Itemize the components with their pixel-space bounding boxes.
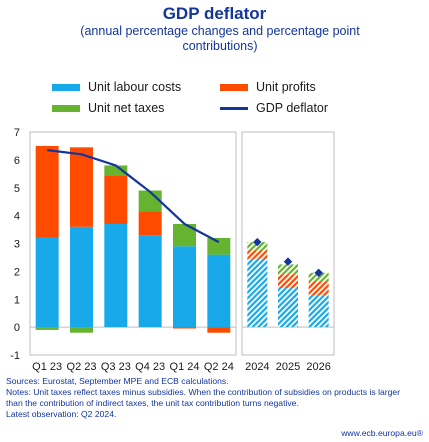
y-tick-label: 2	[14, 266, 20, 278]
legend-item-gdp-deflator: GDP deflator	[220, 101, 328, 115]
bar-segment-unit-profits	[104, 175, 128, 224]
y-tick-label: 5	[14, 183, 20, 195]
y-tick-label: 7	[14, 127, 20, 139]
bar-segment-unit-net-taxes	[138, 190, 162, 212]
gdp-deflator-marker	[253, 237, 262, 247]
x-tick-label: Q1 23	[32, 361, 62, 373]
source-url: www.ecb.europa.eu®	[341, 428, 423, 438]
bar-segment-unit-labour-costs	[173, 246, 196, 328]
bar-segment-unit-profits	[247, 250, 268, 259]
bar-segment-unit-net-taxes	[104, 165, 128, 176]
y-tick-label: 4	[14, 211, 20, 223]
bar-segment-unit-labour-costs	[308, 295, 329, 328]
chart-title: GDP deflator	[162, 4, 267, 23]
y-tick-label: 6	[14, 155, 20, 167]
x-tick-label: Q1 24	[170, 361, 200, 373]
chart-plot: -1 0 1 2 3 4 5 6 7 Q1 23 Q2 23 Q3 23 Q4 23 Q1 24 Q2 24…	[10, 127, 335, 373]
y-tick-label: 1	[14, 294, 20, 306]
latest-observation-note: Latest observation: Q2 2024.	[6, 409, 117, 419]
bar-segment-unit-profits	[35, 145, 59, 238]
bar-segment-unit-net-taxes	[70, 327, 93, 333]
bar-segment-unit-net-taxes	[35, 327, 59, 330]
panel-frame-1	[29, 131, 237, 356]
bar-segment-unit-labour-costs	[247, 258, 268, 328]
legend-label-unit-labour-costs: Unit labour costs	[88, 80, 182, 94]
bar-segment-unit-profits	[173, 327, 196, 329]
x-tick-label: Q4 23	[135, 361, 165, 373]
x-tick-label: Q2 23	[67, 361, 97, 373]
y-tick-label: 0	[14, 322, 20, 334]
y-tick-label: 3	[14, 239, 20, 251]
legend-swatch-unit-labour-costs	[52, 83, 80, 91]
x-tick-label: Q2 24	[204, 361, 234, 373]
legend-item-unit-labour-costs: Unit labour costs	[52, 80, 181, 94]
x-tick-label: 2025	[276, 361, 300, 373]
bar-segment-unit-labour-costs	[104, 223, 128, 328]
legend-label-unit-profits: Unit profits	[256, 80, 316, 94]
bar-segment-unit-labour-costs	[207, 254, 231, 328]
bar-segment-unit-profits	[70, 147, 93, 227]
y-tick-label: -1	[10, 350, 20, 362]
legend-label-gdp-deflator: GDP deflator	[256, 101, 329, 115]
legend-line-gdp-deflator	[220, 106, 248, 110]
gdp-deflator-marker	[283, 257, 293, 266]
panel-frame-2	[241, 131, 335, 356]
bar-segment-unit-labour-costs	[70, 226, 93, 328]
bar-segment-unit-profits	[278, 274, 298, 289]
gdp-deflator-line	[47, 149, 220, 244]
legend-item-unit-profits: Unit profits	[220, 80, 316, 94]
bar-segment-unit-profits	[138, 211, 162, 236]
gdp-deflator-marker	[314, 268, 323, 277]
bar-segment-unit-net-taxes	[207, 237, 231, 255]
bar-segment-unit-labour-costs	[35, 237, 59, 328]
chart-footer: Sources: Eurostat, September MPE and ECB…	[6, 376, 406, 420]
chart-legend: Unit labour costs Unit profits Unit net …	[52, 80, 392, 120]
chart-subtitle: (annual percentage changes and percentag…	[80, 24, 360, 53]
x-tick-label: 2026	[306, 361, 330, 373]
legend-label-unit-net-taxes: Unit net taxes	[88, 101, 165, 115]
bar-segment-unit-profits	[207, 327, 231, 333]
bar-segment-unit-profits	[308, 281, 329, 296]
x-tick-label: 2024	[245, 361, 269, 373]
notes-text: Notes: Unit taxes reflect taxes minus su…	[6, 387, 401, 408]
x-tick-label: Q3 23	[101, 361, 131, 373]
bar-segment-unit-labour-costs	[278, 288, 298, 328]
bar-segment-unit-net-taxes	[173, 223, 196, 247]
bar-segment-unit-labour-costs	[138, 235, 162, 328]
legend-swatch-unit-net-taxes	[52, 104, 80, 112]
legend-swatch-unit-profits	[220, 83, 248, 91]
sources-note: Sources: Eurostat, September MPE and ECB…	[6, 376, 229, 386]
bar-segment-unit-net-taxes	[278, 264, 298, 275]
legend-item-unit-net-taxes: Unit net taxes	[52, 101, 164, 115]
